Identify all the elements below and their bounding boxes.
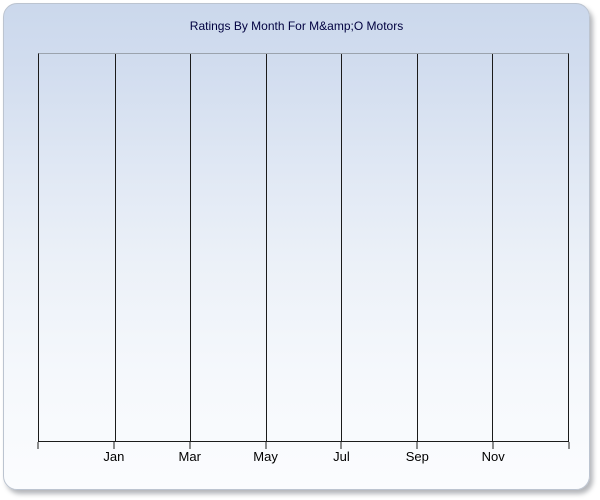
vertical-gridline	[265, 54, 267, 441]
x-axis-tick	[37, 442, 39, 449]
x-axis-tick	[492, 442, 494, 449]
x-axis-label: May	[253, 449, 278, 464]
vertical-gridline	[416, 54, 418, 441]
x-axis-tick	[568, 442, 570, 449]
x-axis-tick	[265, 442, 267, 449]
vertical-gridline	[114, 54, 116, 441]
x-axis-tick	[189, 442, 191, 449]
x-axis-label: Nov	[481, 449, 505, 464]
x-axis-tick-row	[37, 442, 570, 451]
vertical-gridline	[190, 54, 192, 441]
vertical-gridline	[492, 54, 494, 441]
x-axis-tick	[113, 442, 115, 449]
x-axis-label-row: Jan Mar May Jul Sep Nov	[38, 449, 569, 465]
x-axis-label: Jan	[103, 449, 125, 464]
x-axis-label: Sep	[405, 449, 429, 464]
plot-area	[38, 53, 569, 442]
x-axis-tick	[416, 442, 418, 449]
x-axis-tick	[340, 442, 342, 449]
vertical-gridline	[341, 54, 343, 441]
chart-title: Ratings By Month For M&amp;O Motors	[189, 19, 404, 33]
x-axis-label: Jul	[333, 449, 350, 464]
chart-card: Ratings By Month For M&amp;O Motors Jan …	[3, 3, 590, 490]
x-axis-label: Mar	[178, 449, 201, 464]
